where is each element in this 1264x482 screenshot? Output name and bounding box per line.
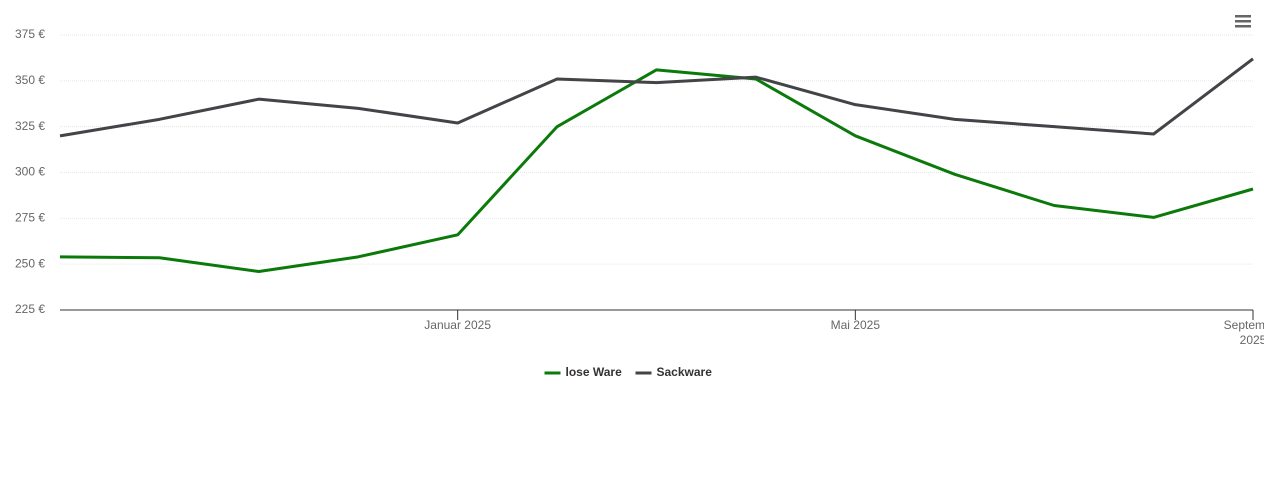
- y-tick-label: 225 €: [15, 302, 45, 316]
- legend-item[interactable]: Sackware: [635, 365, 713, 379]
- y-tick-label: 325 €: [15, 119, 45, 133]
- legend-label: Sackware: [657, 365, 713, 379]
- menu-bar[interactable]: [1235, 25, 1251, 28]
- y-tick-label: 275 €: [15, 211, 45, 225]
- x-tick-label: Mai 2025: [830, 318, 881, 332]
- y-tick-label: 350 €: [15, 73, 45, 87]
- menu-bar[interactable]: [1235, 15, 1251, 18]
- legend: lose Ware Sackware: [544, 365, 713, 379]
- x-tick-label: Januar 2025: [424, 318, 492, 332]
- legend-label: lose Ware: [566, 365, 623, 379]
- y-tick-label: 300 €: [15, 165, 45, 179]
- menu-bar[interactable]: [1235, 20, 1251, 23]
- x-tick-label: September 2025: [1223, 318, 1264, 347]
- y-tick-label: 375 €: [15, 27, 45, 41]
- y-tick-label: 250 €: [15, 256, 45, 270]
- legend-item[interactable]: lose Ware: [544, 365, 623, 379]
- data-line: [59, 57, 1254, 138]
- data-line: [59, 68, 1254, 273]
- menu-icon[interactable]: [1235, 15, 1251, 28]
